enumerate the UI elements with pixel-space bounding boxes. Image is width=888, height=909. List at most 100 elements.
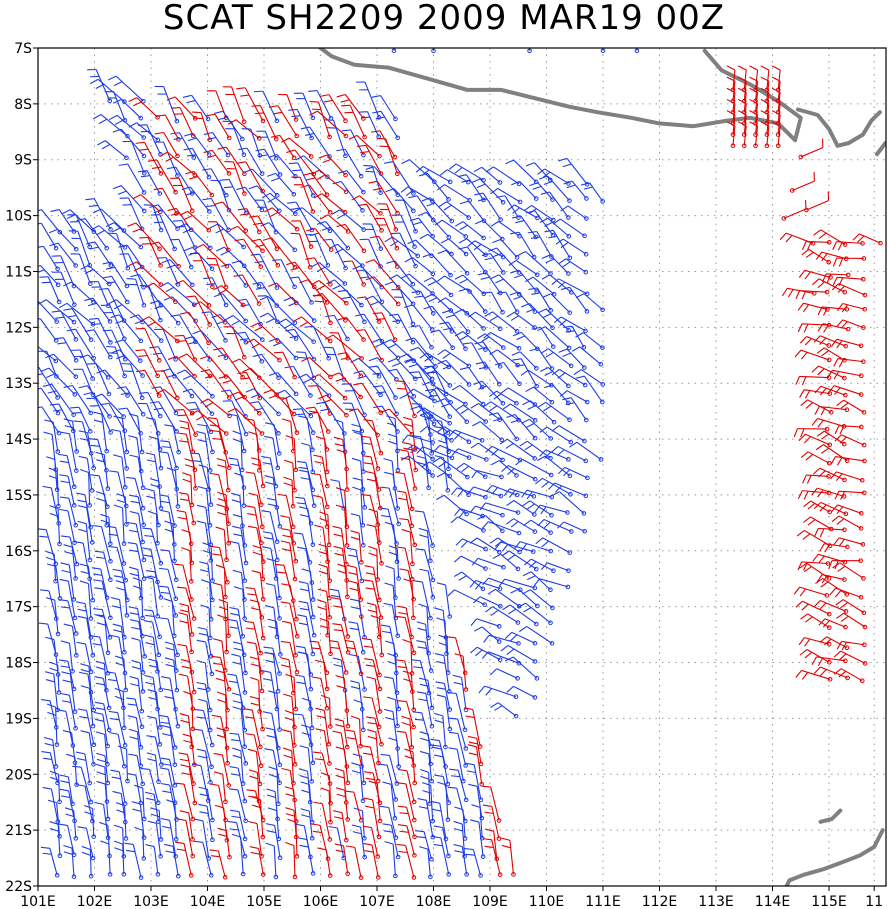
- barb-origin: [192, 467, 198, 473]
- barb-feather: [412, 711, 422, 714]
- barb-origin: [446, 197, 451, 202]
- wind-barb: [89, 78, 127, 104]
- wind-barb: [261, 455, 279, 489]
- barb-feather: [395, 659, 405, 662]
- barb-feather: [401, 159, 410, 165]
- wind-barb: [416, 455, 431, 491]
- wind-barb: [245, 471, 264, 507]
- wind-barb: [318, 563, 332, 601]
- barb-feather: [166, 467, 176, 472]
- barb-origin: [275, 465, 281, 471]
- barb-feather: [248, 769, 258, 774]
- barb-feather: [421, 197, 431, 202]
- barb-shaft: [139, 640, 144, 673]
- barb-shaft: [246, 147, 263, 174]
- barb-shaft: [93, 198, 111, 230]
- wind-barb: [313, 801, 333, 842]
- barb-shaft: [192, 148, 210, 178]
- barb-feather: [417, 646, 427, 649]
- barb-feather: [311, 169, 320, 176]
- barb-origin: [428, 874, 433, 880]
- barb-shaft: [97, 78, 125, 103]
- barb-feather: [159, 617, 169, 620]
- wind-barb: [129, 510, 145, 545]
- barb-shaft: [144, 328, 160, 361]
- barb-shaft: [375, 605, 380, 638]
- barb-feather: [300, 808, 310, 812]
- barb-shaft: [84, 218, 108, 249]
- barb-shaft: [537, 348, 553, 369]
- barb-feather: [544, 371, 553, 377]
- barb-feather: [217, 491, 227, 496]
- barb-origin: [54, 742, 60, 747]
- barb-origin: [277, 523, 283, 529]
- barb-shaft: [337, 641, 347, 673]
- barb-feather: [315, 707, 325, 711]
- barb-feather: [177, 340, 187, 342]
- barb-shaft: [277, 105, 298, 137]
- barb-shaft: [490, 331, 520, 349]
- wind-barb: [385, 565, 398, 600]
- barb-feather: [50, 776, 59, 781]
- barb-feather: [264, 537, 274, 540]
- barb-feather: [76, 641, 86, 645]
- barb-feather: [273, 351, 284, 354]
- barb-shaft: [406, 807, 416, 837]
- barb-feather: [174, 279, 184, 285]
- barb-feather: [295, 823, 305, 827]
- barb-origin: [88, 410, 94, 416]
- barb-origin: [359, 428, 365, 434]
- barb-feather: [135, 327, 145, 330]
- barb-shaft: [309, 727, 314, 763]
- barb-feather: [240, 94, 250, 97]
- barb-feather: [216, 727, 226, 731]
- barb-shaft: [445, 359, 470, 385]
- wind-barb: [84, 297, 113, 324]
- barb-shaft: [285, 398, 298, 433]
- wind-barb: [348, 408, 380, 438]
- barb-shaft: [206, 789, 213, 821]
- barb-origin: [241, 354, 247, 360]
- barb-shaft: [49, 752, 59, 784]
- barb-feather: [224, 315, 234, 321]
- barb-shaft: [540, 327, 554, 347]
- barb-origin: [70, 668, 75, 674]
- barb-feather: [213, 347, 223, 351]
- barb-shaft: [418, 217, 434, 237]
- barb-shaft: [442, 827, 449, 857]
- barb-feather: [417, 627, 427, 632]
- barb-feather: [203, 131, 213, 136]
- barb-origin: [467, 289, 472, 294]
- barb-feather: [55, 316, 65, 319]
- barb-feather: [89, 246, 99, 250]
- barb-feather: [95, 707, 105, 711]
- barb-feather: [141, 547, 152, 550]
- barb-origin: [396, 521, 401, 527]
- barb-feather: [312, 676, 322, 680]
- barb-feather: [295, 413, 305, 416]
- barb-shaft: [246, 208, 260, 233]
- wind-barb: [232, 525, 249, 566]
- barb-origin: [140, 689, 146, 694]
- barb-feather: [48, 228, 58, 234]
- barb-origin: [411, 394, 417, 399]
- barb-origin: [327, 837, 333, 842]
- barb-feather: [46, 563, 56, 567]
- barb-origin: [210, 449, 215, 455]
- barb-feather: [398, 497, 408, 501]
- barb-feather: [45, 597, 55, 601]
- wind-barb: [315, 728, 332, 766]
- barb-shaft: [307, 279, 328, 303]
- barb-origin: [514, 328, 520, 334]
- barb-origin: [140, 539, 145, 545]
- barb-shaft: [223, 246, 245, 267]
- barb-feather: [438, 634, 448, 639]
- barb-origin: [123, 836, 129, 841]
- wind-barb: [140, 767, 161, 805]
- wind-barb: [341, 383, 367, 418]
- wind-barb: [213, 293, 249, 324]
- barb-feather: [96, 763, 105, 768]
- barb-shaft: [79, 253, 91, 284]
- barb-shaft: [57, 824, 61, 856]
- wind-barb: [238, 147, 265, 176]
